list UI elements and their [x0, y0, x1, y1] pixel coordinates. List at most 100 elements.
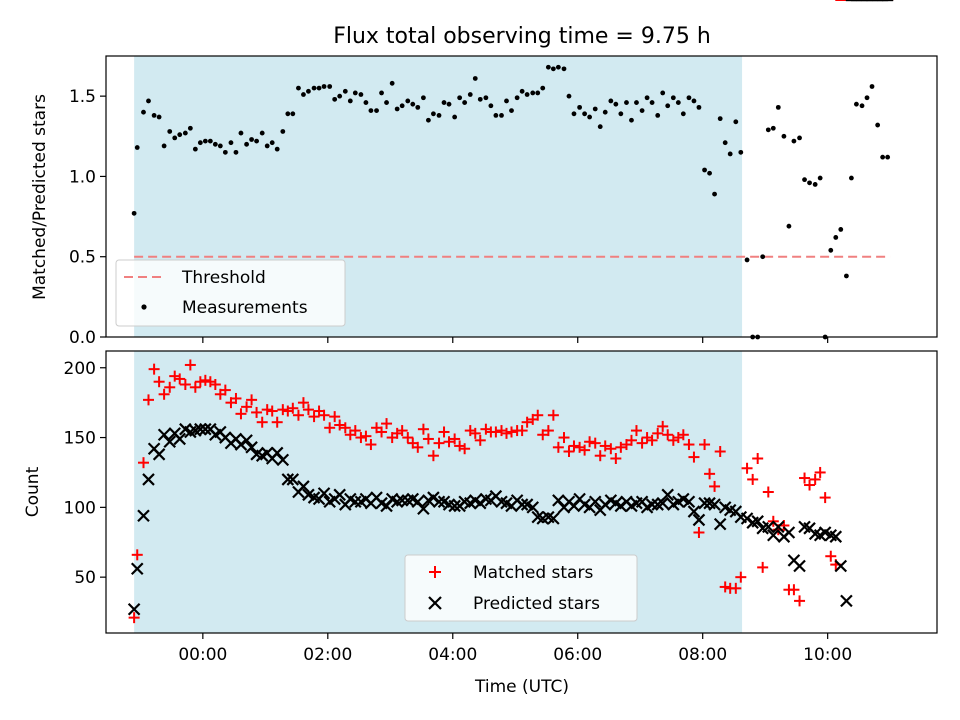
predicted-star-point	[713, 517, 727, 531]
measurement-point	[321, 84, 327, 89]
measurement-point	[342, 88, 348, 94]
top-y-axis-label: Matched/Predicted stars	[30, 94, 50, 300]
measurement-point	[431, 111, 436, 117]
measurement-point	[327, 84, 333, 89]
matched-star-point	[819, 492, 831, 504]
measurement-point	[807, 180, 812, 186]
y-tick-label: 50	[74, 568, 96, 588]
matched-star-point	[693, 526, 705, 538]
measurement-point	[467, 92, 473, 97]
matched-star-point	[266, 405, 278, 417]
matched-star-point	[709, 480, 721, 492]
measurement-point	[812, 182, 818, 187]
measurement-point	[765, 127, 771, 133]
legend-predicted-icon	[428, 596, 442, 610]
measurement-point	[399, 103, 405, 109]
predicted-star-point	[152, 448, 166, 461]
predicted-star-point	[276, 453, 290, 467]
top-x-axis-ticks	[202, 337, 829, 343]
measurement-point	[675, 100, 681, 105]
matched-star-point	[799, 472, 811, 484]
matched-star-point	[142, 394, 154, 406]
matched-star-point	[625, 434, 637, 446]
matched-star-point	[688, 451, 700, 463]
measurement-point	[290, 111, 296, 117]
matched-star-point	[788, 584, 800, 596]
measurement-point	[410, 101, 416, 107]
measurement-point	[644, 95, 650, 101]
measurement-point	[702, 167, 707, 173]
matched-star-point	[657, 420, 669, 432]
predicted-star-point	[767, 528, 780, 542]
measurement-point	[274, 146, 280, 152]
y-tick-label: 0.0	[69, 328, 96, 348]
matched-star-point	[683, 439, 695, 451]
matched-star-point	[741, 462, 753, 474]
measurement-point	[712, 191, 717, 197]
measurement-point	[577, 104, 583, 110]
measurement-point	[686, 95, 692, 101]
measurement-point	[859, 103, 865, 109]
predicted-star-point	[240, 434, 253, 447]
measurement-point	[844, 273, 849, 279]
matched-star-point	[704, 468, 716, 480]
legend-measurements-label: Measurements	[182, 298, 308, 318]
matched-star-point	[469, 427, 481, 439]
predicted-star-point	[137, 509, 150, 523]
measurement-point	[228, 140, 234, 146]
measurement-point	[733, 119, 739, 125]
predicted-star-point	[349, 495, 362, 509]
measurement-point	[161, 143, 167, 149]
matched-star-point	[297, 397, 309, 409]
measurement-point	[571, 111, 577, 117]
measurement-point	[477, 96, 483, 102]
measurement-point	[802, 177, 807, 183]
measurement-point	[421, 95, 426, 101]
predicted-star-point	[645, 498, 659, 511]
measurement-point	[493, 113, 499, 118]
matched-star-point	[158, 388, 170, 400]
bottom-x-axis: 00:00 02:00 04:00 06:00 08:00 10:00	[178, 633, 852, 665]
matched-star-point	[189, 381, 201, 393]
measurement-point	[332, 96, 338, 102]
bottom-legend-box	[404, 554, 638, 622]
measurement-point	[238, 130, 244, 136]
matched-star-point	[360, 430, 372, 442]
measurement-point	[550, 66, 556, 72]
matched-star-point	[355, 432, 367, 444]
bottom-x-axis-label: Time (UTC)	[474, 677, 569, 697]
measurement-point	[555, 64, 561, 70]
measurement-point	[504, 98, 509, 104]
matched-star-point	[427, 450, 439, 462]
matched-star-point	[804, 479, 816, 491]
x-tick-label: 06:00	[553, 645, 602, 665]
measurement-point	[222, 149, 228, 155]
predicted-star-point	[840, 594, 853, 608]
measurement-point	[131, 210, 137, 216]
predicted-star-point	[417, 502, 430, 516]
measurement-point	[880, 154, 886, 160]
predicted-star-point	[448, 499, 461, 513]
measurement-point	[760, 254, 766, 260]
measurement-point	[587, 114, 593, 120]
matched-star-point	[334, 419, 346, 431]
predicted-star-point	[317, 487, 331, 500]
matched-star-point	[422, 433, 434, 445]
measurement-point	[296, 85, 301, 91]
measurement-point	[509, 108, 514, 113]
measurement-point	[691, 98, 697, 104]
measurement-point	[311, 85, 317, 91]
predicted-star-point	[829, 530, 843, 543]
predicted-star-point	[588, 495, 602, 509]
top-legend-box	[115, 259, 346, 327]
matched-star-point	[521, 416, 533, 428]
matched-star-point	[241, 401, 253, 413]
measurement-point	[244, 141, 249, 147]
measurement-point	[775, 104, 781, 110]
matched-star-point	[747, 473, 759, 485]
measurement-point	[849, 175, 854, 181]
predicted-star-point	[547, 512, 560, 525]
measurement-point	[415, 104, 421, 110]
matched-star-point	[459, 443, 471, 455]
matched-star-point	[542, 425, 554, 437]
